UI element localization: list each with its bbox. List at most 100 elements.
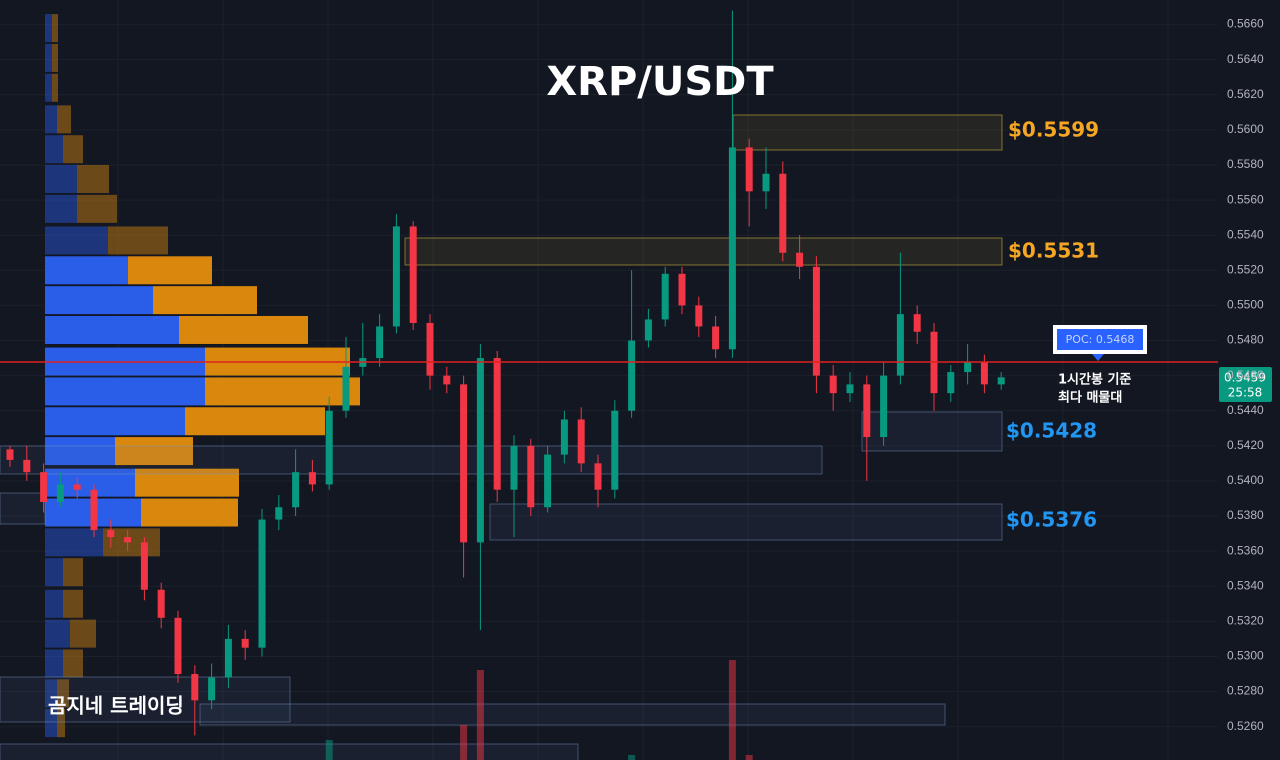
y-tick-label: 0.5280 [1227,684,1264,698]
candle-body [56,484,64,502]
candle-body [577,419,585,464]
candle-body [846,384,854,394]
poc-pointer [1092,354,1104,361]
candle-body [140,542,148,590]
candle-body [611,410,619,490]
candle-body [40,472,48,502]
y-tick-label: 0.5380 [1227,508,1264,522]
y-tick-label: 0.5660 [1227,17,1264,31]
candle-body [224,638,232,678]
candle-body [997,377,1005,385]
y-tick-label: 0.5440 [1227,403,1264,417]
candle-body [292,472,300,508]
candle-body [157,589,165,618]
candle-body [796,252,804,267]
profile-down [52,14,58,43]
watermark: 곰지네 트레이딩 [48,694,184,718]
candle-body [728,147,736,350]
zone-box [0,492,46,525]
candle-body [325,410,333,485]
candle-body [896,314,904,376]
candle-body [829,375,837,394]
candle-body [73,484,81,490]
volume-bar [745,755,753,760]
candle-body [107,530,115,538]
profile-up [45,407,185,436]
profile-up [45,619,70,648]
candle-body [594,463,602,490]
candle-body [779,173,787,253]
profile-up [45,105,57,134]
candle-body [476,358,484,543]
zone-label: $0.5531 [1008,239,1099,263]
candle-body [628,340,636,411]
candle-body [308,472,316,485]
price-tag [1219,367,1272,402]
profile-down [153,286,257,315]
candle-body [460,384,468,543]
profile-up [45,528,103,557]
profile-down [115,437,193,466]
y-tick-label: 0.5460 [1227,368,1264,382]
support-zone [489,503,1003,541]
y-tick-label: 0.5480 [1227,333,1264,347]
candle-body [980,361,988,385]
resistance-zone [732,114,1003,151]
candle-body [661,273,669,320]
profile-up [45,377,205,406]
profile-down [205,377,360,406]
grid [0,0,1218,760]
candle-body [6,449,14,460]
volume-bars [325,660,753,760]
zone-box [199,703,946,726]
profile-down [63,589,83,618]
profile-up [45,226,108,255]
profile-up [45,589,63,618]
profile-up [45,256,128,285]
candle-body [510,445,518,490]
profile-down [57,679,69,708]
y-tick-label: 0.5420 [1227,438,1264,452]
volume-bar [628,755,636,760]
poc-label: POC: 0.5468 [1066,333,1135,346]
profile-up [45,43,52,72]
candle-body [695,305,703,327]
y-tick-label: 0.5580 [1227,157,1264,171]
y-tick-label: 0.5540 [1227,227,1264,241]
candle-body [275,507,283,520]
profile-down [77,194,117,223]
y-tick-label: 0.5600 [1227,122,1264,136]
candle-body [392,226,400,327]
zone-label: $0.5376 [1006,508,1097,532]
profile-down [141,498,238,527]
y-tick-label: 0.5260 [1227,719,1264,733]
candle-body [712,326,720,350]
profile-up [45,14,52,43]
y-tick-label: 0.5640 [1227,52,1264,66]
chart-title: XRP/USDT [546,59,774,105]
profile-up [45,649,63,678]
y-tick-label: 0.5520 [1227,262,1264,276]
candle-body [90,489,98,531]
profile-down [63,135,83,164]
y-tick-label: 0.5620 [1227,87,1264,101]
profile-down [63,558,83,587]
candle-body [678,273,686,306]
volume-bar [476,670,484,760]
profile-down [179,315,308,344]
profile-down [57,709,65,738]
candle-body [443,375,451,385]
profile-down [128,256,212,285]
candle-body [880,375,888,438]
profile-down [77,165,109,194]
profile-up [45,194,77,223]
profile-up [45,558,63,587]
candles [6,10,1005,736]
zone-box [0,676,291,723]
candle-body [812,266,820,376]
profile-up [45,286,153,315]
annotation: 최다 매물대 [1058,390,1122,406]
candle-body [560,419,568,455]
candle-body [964,361,972,373]
